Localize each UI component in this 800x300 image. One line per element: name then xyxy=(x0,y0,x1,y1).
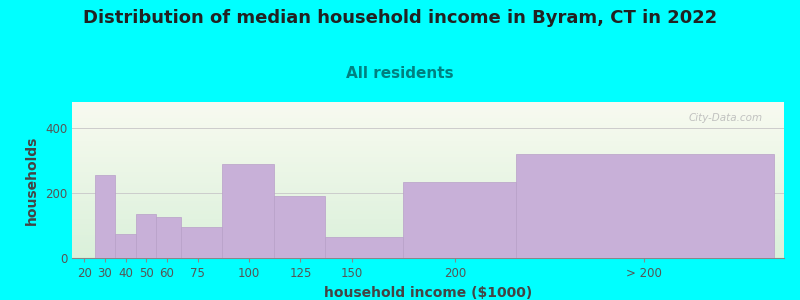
Text: City-Data.com: City-Data.com xyxy=(689,113,762,123)
Bar xyxy=(72,242,784,245)
Bar xyxy=(72,105,784,107)
Bar xyxy=(72,180,784,183)
Bar xyxy=(72,141,784,144)
Bar xyxy=(72,159,784,162)
Bar xyxy=(72,120,784,123)
Bar xyxy=(72,172,784,175)
Bar xyxy=(325,237,403,258)
Bar xyxy=(72,190,784,193)
Bar xyxy=(72,198,784,201)
Bar xyxy=(72,224,784,227)
Bar xyxy=(115,234,136,258)
Bar xyxy=(72,216,784,219)
Bar xyxy=(72,169,784,172)
Bar xyxy=(72,222,784,224)
Bar xyxy=(72,115,784,118)
Bar xyxy=(72,112,784,115)
Bar xyxy=(72,102,784,105)
Text: Distribution of median household income in Byram, CT in 2022: Distribution of median household income … xyxy=(83,9,717,27)
Bar xyxy=(72,237,784,240)
Bar xyxy=(72,208,784,211)
Bar xyxy=(72,219,784,222)
Text: All residents: All residents xyxy=(346,66,454,81)
Bar xyxy=(181,227,222,258)
Bar xyxy=(72,138,784,141)
Bar xyxy=(72,248,784,250)
Bar xyxy=(72,133,784,136)
Bar xyxy=(72,253,784,255)
Bar xyxy=(156,218,181,258)
Bar xyxy=(72,107,784,110)
Bar xyxy=(72,110,784,112)
Bar xyxy=(72,164,784,167)
X-axis label: household income ($1000): household income ($1000) xyxy=(324,286,532,300)
Bar xyxy=(72,128,784,130)
Bar xyxy=(274,196,325,258)
Bar xyxy=(72,157,784,159)
Bar xyxy=(72,125,784,128)
Bar xyxy=(72,188,784,190)
Bar xyxy=(72,152,784,154)
Bar xyxy=(72,214,784,216)
Bar xyxy=(72,196,784,198)
Bar xyxy=(72,230,784,232)
Bar xyxy=(72,154,784,157)
Bar xyxy=(72,206,784,208)
Bar xyxy=(72,136,784,138)
Bar xyxy=(72,167,784,170)
Bar xyxy=(72,232,784,235)
Bar xyxy=(72,235,784,237)
Bar xyxy=(72,130,784,133)
Bar xyxy=(403,182,517,258)
Bar xyxy=(72,255,784,258)
Bar xyxy=(72,177,784,180)
Y-axis label: households: households xyxy=(26,135,39,225)
Bar xyxy=(517,154,774,258)
Bar xyxy=(72,211,784,214)
Bar xyxy=(72,149,784,152)
Bar xyxy=(72,123,784,125)
Bar xyxy=(72,118,784,120)
Bar xyxy=(72,183,784,185)
Bar xyxy=(72,175,784,177)
Bar xyxy=(72,250,784,253)
Bar xyxy=(72,146,784,149)
Bar xyxy=(72,245,784,248)
Bar xyxy=(94,175,115,258)
Bar xyxy=(72,201,784,203)
Bar xyxy=(136,214,156,258)
Bar xyxy=(72,240,784,242)
Bar xyxy=(222,164,274,258)
Bar xyxy=(72,203,784,206)
Bar xyxy=(72,227,784,230)
Bar xyxy=(72,144,784,146)
Bar xyxy=(72,193,784,196)
Bar xyxy=(72,185,784,188)
Bar xyxy=(72,162,784,164)
